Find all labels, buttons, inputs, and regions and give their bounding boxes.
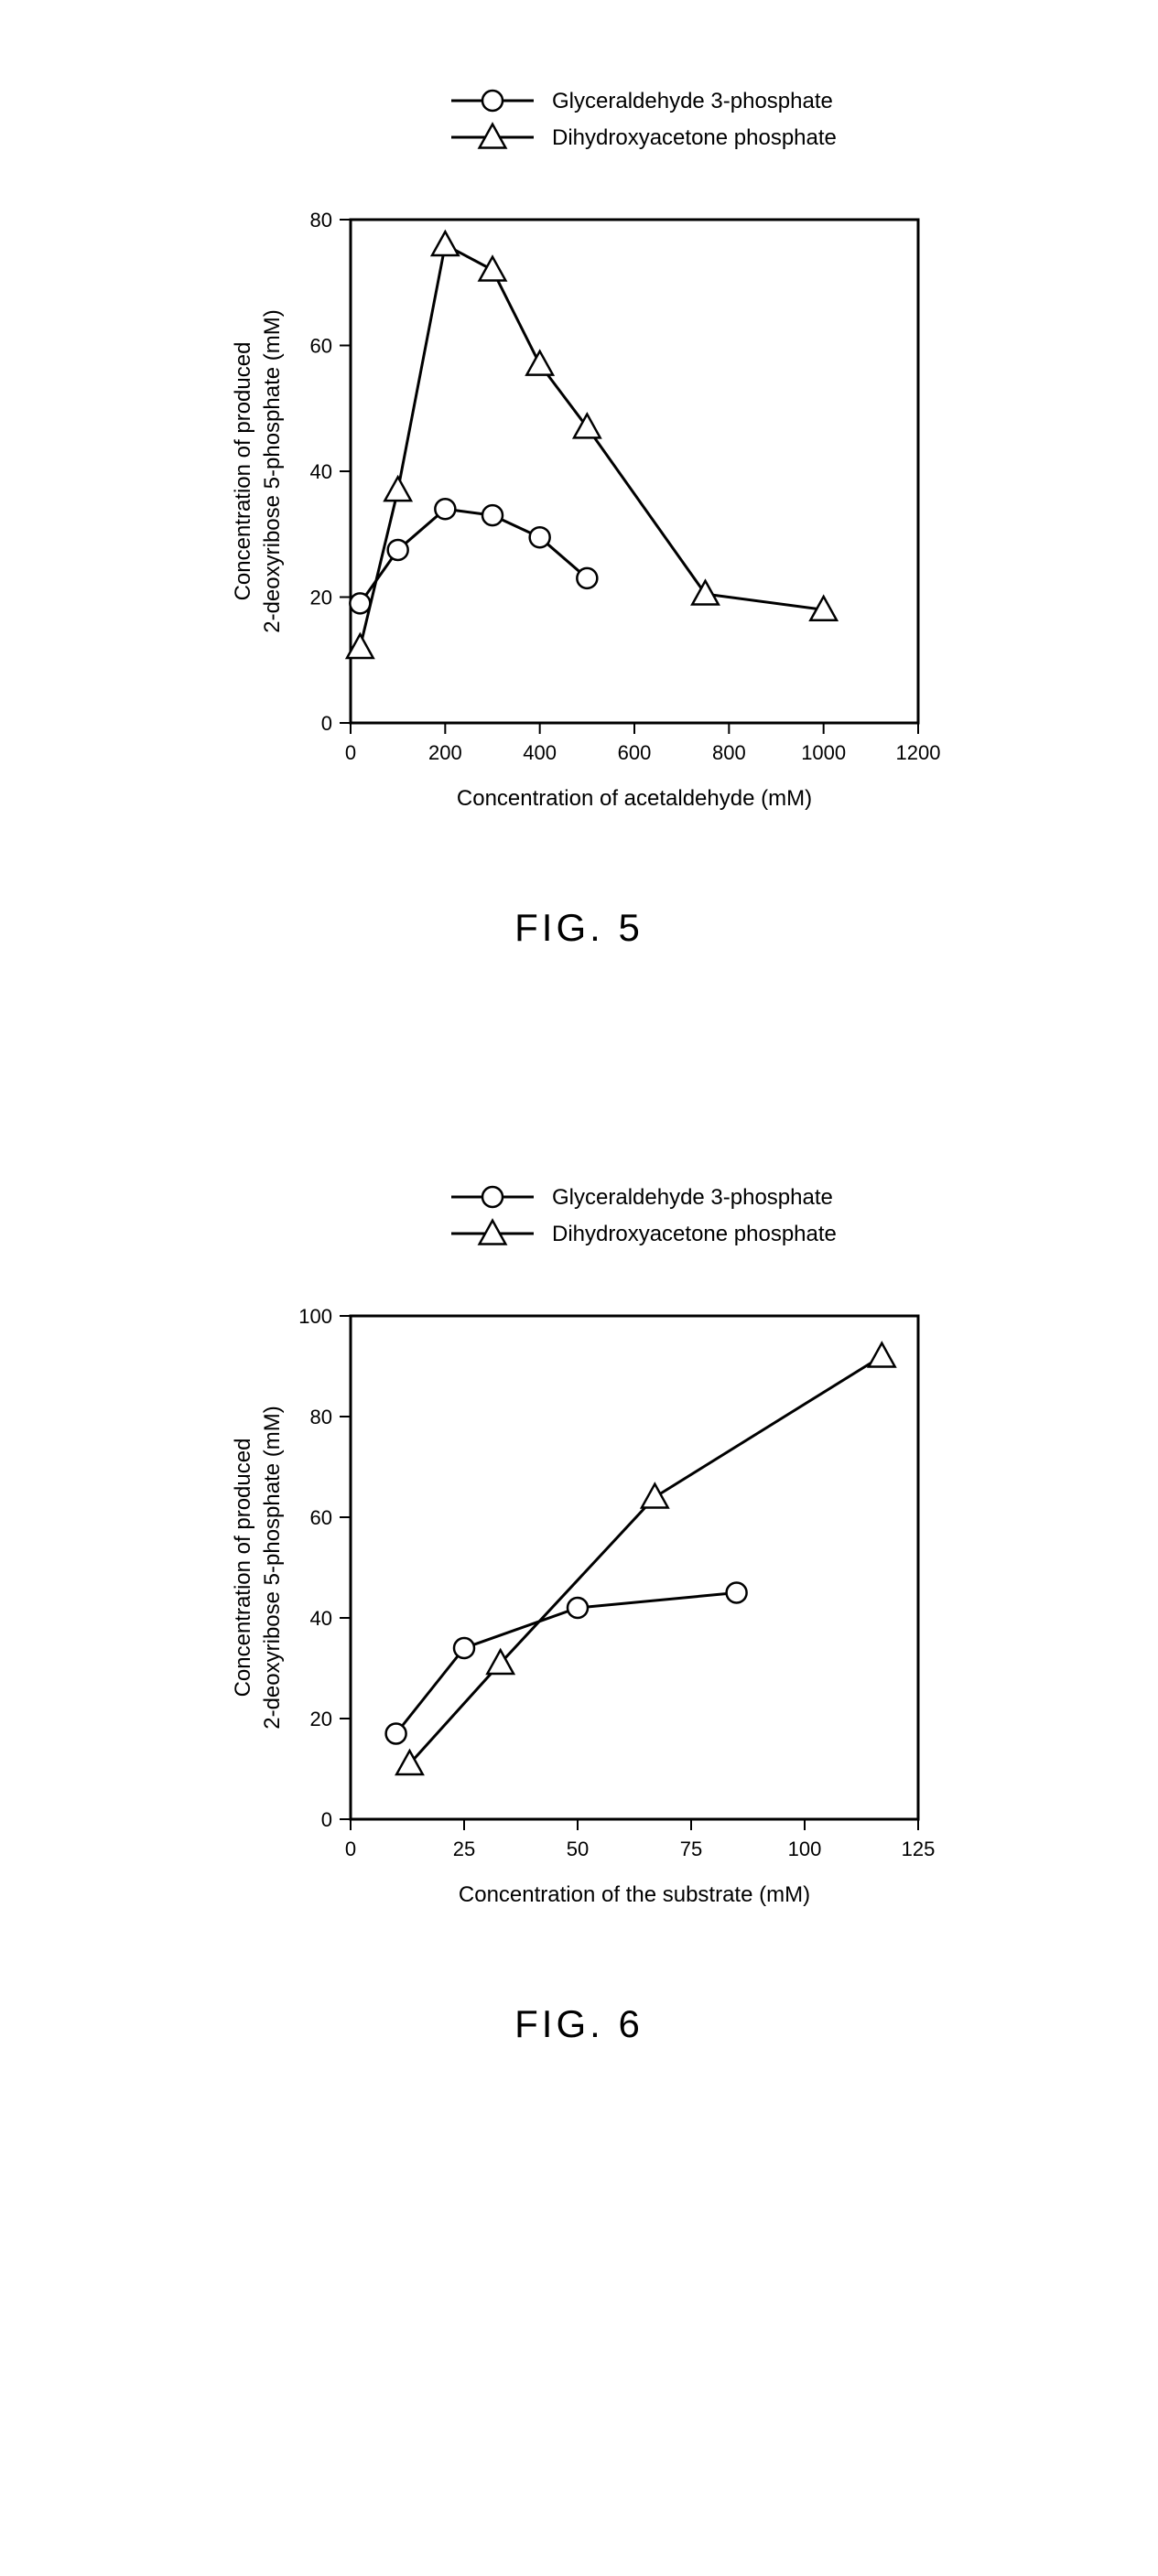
x-tick-label: 600 <box>617 741 651 764</box>
y-axis-label-2: 2-deoxyribose 5-phosphate (mM) <box>260 309 285 633</box>
circle-marker-icon <box>568 1598 588 1618</box>
x-tick-label: 800 <box>711 741 745 764</box>
triangle-marker-icon <box>574 415 601 438</box>
legend-label: Glyceraldehyde 3-phosphate <box>552 89 833 113</box>
x-axis-label: Concentration of the substrate (mM) <box>458 1882 809 1907</box>
y-axis-label-1: Concentration of produced <box>231 342 255 601</box>
circle-marker-icon <box>385 1724 406 1744</box>
y-tick-label: 60 <box>309 1506 331 1529</box>
x-tick-label: 125 <box>901 1838 935 1860</box>
circle-marker-icon <box>435 499 455 519</box>
triangle-marker-icon <box>642 1484 668 1508</box>
circle-marker-icon <box>726 1583 746 1603</box>
y-tick-label: 40 <box>309 1607 331 1630</box>
x-tick-label: 0 <box>344 1838 355 1860</box>
series-line <box>409 1356 882 1764</box>
circle-marker-icon <box>350 593 370 613</box>
circle-marker-icon <box>482 1187 503 1207</box>
y-tick-label: 80 <box>309 1406 331 1428</box>
series-line <box>395 1593 736 1734</box>
x-tick-label: 1200 <box>895 741 940 764</box>
triangle-marker-icon <box>526 351 553 375</box>
figure-5-title: FIG. 5 <box>0 906 1158 950</box>
triangle-marker-icon <box>432 232 459 255</box>
x-tick-label: 50 <box>566 1838 588 1860</box>
y-tick-label: 40 <box>309 460 331 483</box>
circle-marker-icon <box>454 1638 474 1658</box>
x-axis-label: Concentration of acetaldehyde (mM) <box>456 786 811 811</box>
legend-label: Dihydroxyacetone phosphate <box>552 125 837 150</box>
figure-6-title: FIG. 6 <box>0 2002 1158 2046</box>
x-tick-label: 25 <box>452 1838 474 1860</box>
legend-label: Dihydroxyacetone phosphate <box>552 1222 837 1246</box>
circle-marker-icon <box>529 527 549 547</box>
y-tick-label: 60 <box>309 335 331 358</box>
y-tick-label: 100 <box>298 1305 332 1328</box>
chart-6-area: 0 25 50 75 100 125 0 20 40 60 80 100 Concentration o… <box>168 1151 991 1975</box>
y-tick-label: 20 <box>309 587 331 609</box>
x-tick-label: 1000 <box>801 741 846 764</box>
triangle-marker-icon <box>384 477 411 501</box>
triangle-marker-icon <box>479 257 505 281</box>
x-tick-label: 200 <box>427 741 461 764</box>
y-tick-label: 80 <box>309 209 331 232</box>
plot-border <box>351 1316 918 1819</box>
y-axis-label-2: 2-deoxyribose 5-phosphate (mM) <box>260 1406 285 1730</box>
chart-5-svg: 0 200 400 600 800 1000 1200 0 20 40 60 80 Concentrat… <box>168 55 991 878</box>
legend-label: Glyceraldehyde 3-phosphate <box>552 1185 833 1210</box>
circle-marker-icon <box>482 91 503 111</box>
figure-6: { 0255075100125020406080100Concentration… <box>0 1023 1158 2046</box>
x-tick-label: 75 <box>679 1838 701 1860</box>
y-tick-label: 0 <box>320 712 331 735</box>
y-axis-label-1: Concentration of produced <box>231 1439 255 1698</box>
x-tick-label: 100 <box>787 1838 821 1860</box>
circle-marker-icon <box>577 568 597 588</box>
x-tick-label: 0 <box>344 741 355 764</box>
triangle-marker-icon <box>692 581 719 605</box>
circle-marker-icon <box>387 540 407 560</box>
y-tick-label: 0 <box>320 1808 331 1831</box>
figure-5: { 020040060080010001200020406080Concentr… <box>0 0 1158 950</box>
y-tick-label: 20 <box>309 1708 331 1730</box>
chart-6-svg: 0 25 50 75 100 125 0 20 40 60 80 100 Concentration o… <box>168 1151 991 1975</box>
chart-5-area: 0 200 400 600 800 1000 1200 0 20 40 60 80 Concentrat… <box>168 55 991 878</box>
x-tick-label: 400 <box>523 741 557 764</box>
triangle-marker-icon <box>869 1343 895 1367</box>
circle-marker-icon <box>482 505 503 525</box>
